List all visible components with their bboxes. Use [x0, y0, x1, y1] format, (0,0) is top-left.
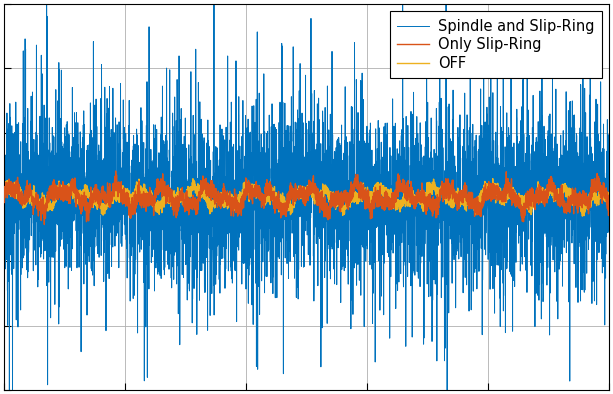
Only Slip-Ring [110, 194, 118, 199]
OFF [394, 198, 401, 203]
OFF [110, 194, 118, 199]
Spindle and Slip-Ring [394, 206, 401, 210]
OFF [579, 214, 586, 219]
Only Slip-Ring [394, 182, 402, 187]
Spindle and Slip-Ring [498, 216, 505, 221]
Spindle and Slip-Ring [110, 181, 118, 186]
Line: Spindle and Slip-Ring: Spindle and Slip-Ring [4, 0, 609, 394]
Legend: Spindle and Slip-Ring, Only Slip-Ring, OFF: Spindle and Slip-Ring, Only Slip-Ring, O… [390, 11, 601, 78]
Only Slip-Ring [498, 193, 505, 198]
OFF [232, 201, 239, 206]
OFF [605, 191, 612, 195]
Spindle and Slip-Ring [452, 190, 459, 195]
OFF [498, 197, 505, 202]
Spindle and Slip-Ring [605, 229, 612, 233]
Only Slip-Ring [605, 203, 612, 208]
OFF [452, 195, 459, 200]
Spindle and Slip-Ring [1, 125, 8, 130]
Line: Only Slip-Ring: Only Slip-Ring [4, 171, 609, 225]
Only Slip-Ring [112, 169, 120, 173]
Spindle and Slip-Ring [363, 188, 370, 193]
OFF [1, 190, 8, 194]
Only Slip-Ring [40, 222, 48, 227]
Spindle and Slip-Ring [232, 195, 239, 199]
Only Slip-Ring [1, 197, 8, 202]
Only Slip-Ring [364, 198, 371, 203]
Only Slip-Ring [452, 192, 459, 197]
OFF [363, 201, 370, 206]
Line: OFF: OFF [4, 178, 609, 216]
OFF [489, 176, 497, 181]
Only Slip-Ring [232, 199, 239, 203]
